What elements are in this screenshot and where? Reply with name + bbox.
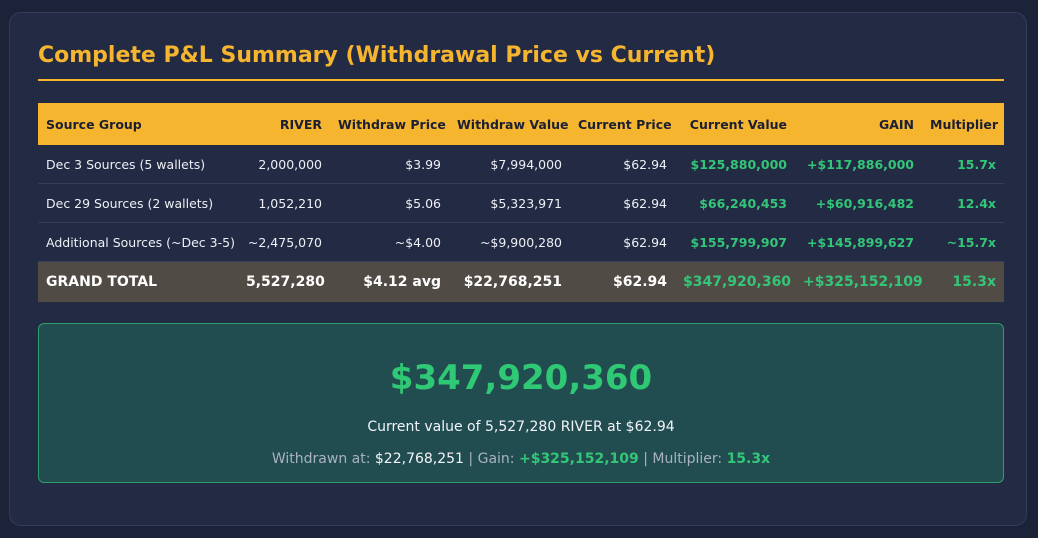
total-current-value: $347,920,360 bbox=[675, 261, 795, 302]
pnl-table: Source Group RIVER Withdraw Price Withdr… bbox=[38, 103, 1004, 302]
cell-withdraw-value: ~$9,900,280 bbox=[449, 222, 570, 262]
table-row: Dec 29 Sources (2 wallets) 1,052,210 $5.… bbox=[38, 183, 1004, 223]
col-header-withdraw-value: Withdraw Value bbox=[449, 103, 570, 145]
cell-current-price: $62.94 bbox=[570, 222, 675, 262]
total-gain: +$325,152,109 bbox=[795, 261, 923, 302]
table-row: Dec 3 Sources (5 wallets) 2,000,000 $3.9… bbox=[38, 145, 1004, 184]
cell-withdraw-price: $3.99 bbox=[330, 145, 449, 184]
col-header-source-group: Source Group bbox=[38, 103, 238, 145]
col-header-current-value: Current Value bbox=[675, 103, 795, 145]
cell-river: 1,052,210 bbox=[238, 183, 330, 223]
col-header-gain: GAIN bbox=[795, 103, 922, 145]
col-header-multiplier: Multiplier bbox=[922, 103, 1004, 145]
cell-multiplier: 12.4x bbox=[922, 183, 1004, 223]
cell-current-price: $62.94 bbox=[570, 145, 675, 184]
page-title: Complete P&L Summary (Withdrawal Price v… bbox=[38, 43, 716, 68]
cell-current-value: $125,880,000 bbox=[675, 145, 795, 184]
summary-panel: $347,920,360 Current value of 5,527,280 … bbox=[38, 323, 1004, 483]
total-current-value-headline: $347,920,360 bbox=[389, 358, 653, 398]
cell-river: ~2,475,070 bbox=[238, 222, 330, 262]
cell-gain: +$145,899,627 bbox=[795, 222, 922, 262]
gain-value: +$325,152,109 bbox=[518, 451, 639, 467]
cell-multiplier: ~15.7x bbox=[922, 222, 1004, 262]
total-withdraw-price: $4.12 avg bbox=[330, 261, 449, 302]
grand-total-row: GRAND TOTAL 5,527,280 $4.12 avg $22,768,… bbox=[38, 261, 1004, 302]
withdrawn-value: $22,768,251 bbox=[374, 451, 464, 467]
cell-source-group: Dec 3 Sources (5 wallets) bbox=[38, 145, 238, 184]
cell-withdraw-value: $5,323,971 bbox=[449, 183, 570, 223]
summary-details: Withdrawn at: $22,768,251 | Gain: +$325,… bbox=[39, 450, 1003, 468]
cell-river: 2,000,000 bbox=[238, 145, 330, 184]
cell-withdraw-price: ~$4.00 bbox=[330, 222, 449, 262]
pnl-summary-card: Complete P&L Summary (Withdrawal Price v… bbox=[9, 12, 1027, 526]
title-divider bbox=[38, 79, 1004, 81]
cell-current-price: $62.94 bbox=[570, 183, 675, 223]
cell-withdraw-price: $5.06 bbox=[330, 183, 449, 223]
total-multiplier: 15.3x bbox=[922, 261, 1004, 302]
total-withdraw-value: $22,768,251 bbox=[449, 261, 570, 302]
cell-current-value: $155,799,907 bbox=[675, 222, 795, 262]
table-header-row: Source Group RIVER Withdraw Price Withdr… bbox=[38, 103, 1004, 145]
col-header-river: RIVER bbox=[238, 103, 330, 145]
summary-subline: Current value of 5,527,280 RIVER at $62.… bbox=[367, 419, 675, 435]
cell-source-group: Additional Sources (~Dec 3-5) bbox=[38, 222, 238, 262]
cell-multiplier: 15.7x bbox=[922, 145, 1004, 184]
separator: | bbox=[468, 451, 474, 467]
total-current-price: $62.94 bbox=[570, 261, 675, 302]
col-header-current-price: Current Price bbox=[570, 103, 675, 145]
multiplier-value: 15.3x bbox=[726, 451, 771, 467]
total-label: GRAND TOTAL bbox=[38, 261, 238, 302]
table-row: Additional Sources (~Dec 3-5) ~2,475,070… bbox=[38, 222, 1004, 262]
separator: | bbox=[643, 451, 648, 467]
col-header-withdraw-price: Withdraw Price bbox=[330, 103, 449, 145]
cell-gain: +$117,886,000 bbox=[795, 145, 922, 184]
cell-gain: +$60,916,482 bbox=[795, 183, 922, 223]
withdrawn-label: Withdrawn at: bbox=[271, 451, 371, 467]
cell-source-group: Dec 29 Sources (2 wallets) bbox=[38, 183, 238, 223]
multiplier-label: Multiplier: bbox=[652, 451, 723, 467]
cell-withdraw-value: $7,994,000 bbox=[449, 145, 570, 184]
total-river: 5,527,280 bbox=[238, 261, 330, 302]
gain-label: Gain: bbox=[477, 451, 515, 467]
cell-current-value: $66,240,453 bbox=[675, 183, 795, 223]
